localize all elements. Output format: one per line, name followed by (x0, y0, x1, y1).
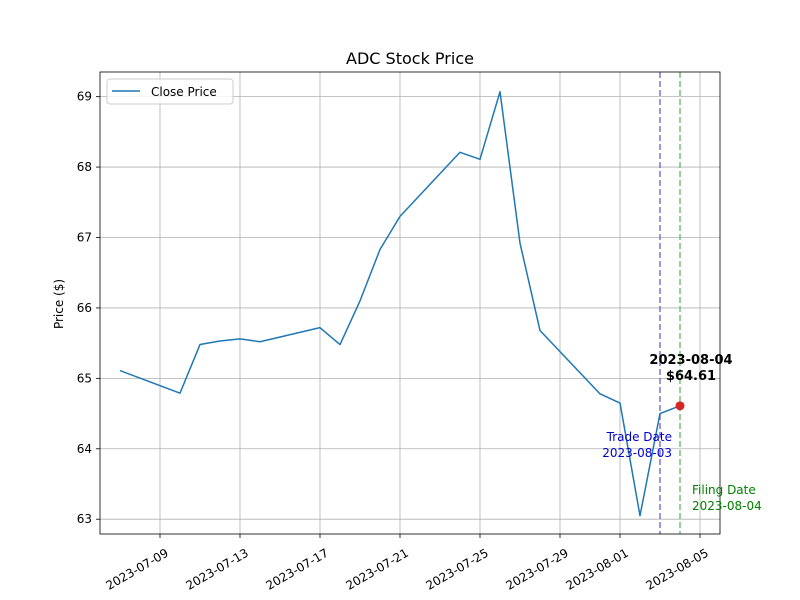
annotations: Trade Date 2023-08-03 Filing Date 2023-0… (602, 353, 762, 513)
event-lines (659, 72, 681, 534)
x-tick-label-2023-07-13: 2023-07-13 (183, 546, 250, 593)
filing-date-value: 2023-08-04 (692, 499, 762, 513)
filing-date-label: Filing Date (692, 483, 756, 497)
highlight-point (675, 401, 685, 411)
y-tick-label-65: 65 (77, 371, 92, 385)
series-layer (119, 90, 685, 517)
x-tick-label-2023-07-21: 2023-07-21 (343, 546, 410, 593)
x-axis: 2023-07-09 2023-07-13 2023-07-17 2023-07-21… (103, 534, 711, 593)
y-tick-label-66: 66 (77, 301, 92, 315)
y-axis: 63 64 65 66 67 68 69 (77, 90, 100, 526)
y-tick-label-67: 67 (77, 231, 92, 245)
legend-box (106, 78, 234, 105)
highlight-price-label: $64.61 (666, 369, 716, 384)
y-tick-label-63: 63 (77, 512, 92, 526)
plot-area-border (99, 71, 721, 535)
trade-date-label: Trade Date (606, 430, 672, 444)
y-tick-label-64: 64 (77, 442, 92, 456)
y-tick-label-68: 68 (77, 160, 92, 174)
x-tick-label-2023-07-29: 2023-07-29 (503, 546, 570, 593)
trade-date-value: 2023-08-03 (602, 446, 672, 460)
legend: Close Price (106, 78, 234, 105)
x-tick-label-2023-07-09: 2023-07-09 (103, 546, 170, 593)
axes-frame (99, 71, 721, 535)
x-tick-label-2023-07-25: 2023-07-25 (423, 546, 490, 593)
y-tick-label-69: 69 (77, 90, 92, 104)
x-tick-label-2023-08-01: 2023-08-01 (563, 546, 630, 593)
chart-title: ADC Stock Price (346, 49, 474, 68)
legend-label-close-price: Close Price (151, 85, 217, 99)
series-line-close-price (119, 90, 681, 517)
y-axis-label: Price ($) (52, 279, 66, 329)
highlight-date-label: 2023-08-04 (649, 353, 732, 368)
x-tick-label-2023-07-17: 2023-07-17 (263, 546, 330, 593)
grid-layer (100, 72, 720, 534)
x-tick-label-2023-08-05: 2023-08-05 (643, 546, 710, 593)
